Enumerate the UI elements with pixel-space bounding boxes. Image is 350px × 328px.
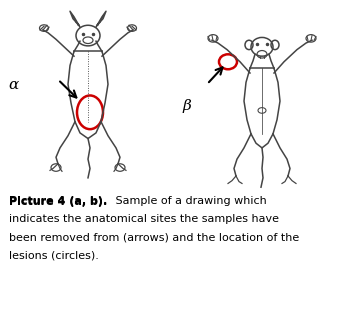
Text: Picture 4 (a, b).: Picture 4 (a, b). (9, 197, 107, 207)
Text: Sample of a drawing which: Sample of a drawing which (112, 196, 267, 206)
Text: β: β (182, 99, 191, 113)
Text: lesions (circles).: lesions (circles). (9, 250, 99, 260)
Text: indicates the anatomical sites the samples have: indicates the anatomical sites the sampl… (9, 214, 279, 224)
Text: been removed from (arrows) and the location of the: been removed from (arrows) and the locat… (9, 232, 299, 242)
Text: Picture 4 (a, b).: Picture 4 (a, b). (9, 196, 107, 206)
Text: α: α (8, 78, 18, 92)
